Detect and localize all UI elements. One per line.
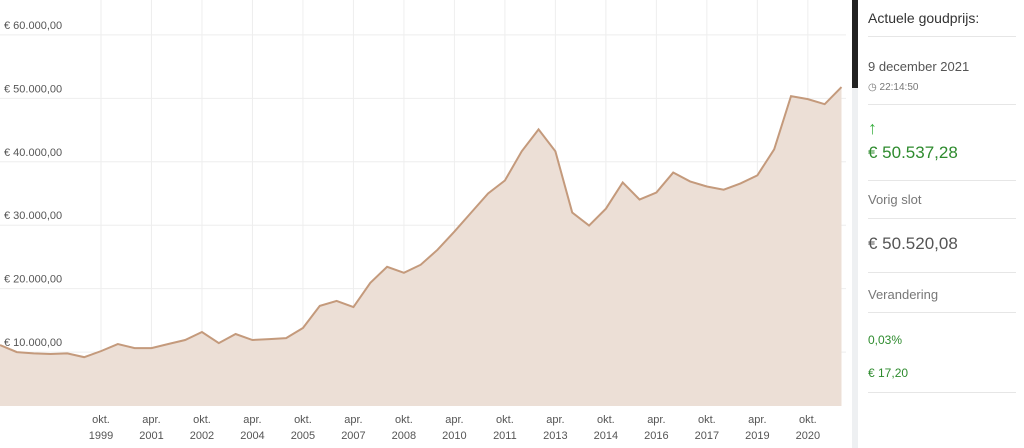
x-tick-label: apr. bbox=[142, 414, 160, 426]
x-axis-band bbox=[0, 406, 846, 448]
x-tick-label: 2020 bbox=[796, 430, 820, 442]
price-line bbox=[0, 86, 843, 359]
x-tick-label: 2016 bbox=[644, 430, 668, 442]
panel-title: Actuele goudprijs: bbox=[868, 10, 980, 26]
x-tick-label: 2004 bbox=[240, 430, 264, 442]
x-tick-label: 2008 bbox=[392, 430, 416, 442]
x-tick-label: okt. bbox=[698, 414, 716, 426]
x-tick-label: 2010 bbox=[442, 430, 466, 442]
x-tick-label: 2011 bbox=[493, 430, 517, 442]
separator bbox=[868, 104, 1016, 105]
time-row: ◷ 22:14:50 bbox=[868, 82, 1016, 93]
price: € 50.537,28 bbox=[868, 143, 958, 162]
separator bbox=[868, 392, 1016, 393]
separator bbox=[868, 36, 1016, 37]
x-tick-label: okt. bbox=[597, 414, 615, 426]
x-tick-label: apr. bbox=[344, 414, 362, 426]
x-tick-label: 2019 bbox=[745, 430, 769, 442]
x-tick-label: 2014 bbox=[594, 430, 618, 442]
price-panel: Actuele goudprijs: 9 december 2021 ◷ 22:… bbox=[852, 0, 1024, 448]
dark-edge bbox=[852, 0, 858, 88]
x-tick-label: apr. bbox=[546, 414, 564, 426]
clock-icon: ◷ bbox=[868, 82, 880, 93]
x-tick-label: apr. bbox=[647, 414, 665, 426]
x-tick-label: okt. bbox=[92, 414, 110, 426]
x-tick-label: 2007 bbox=[341, 430, 365, 442]
y-tick-label: € 20.000,00 bbox=[4, 274, 62, 286]
x-tick-label: 2005 bbox=[291, 430, 315, 442]
x-tick-label: 1999 bbox=[89, 430, 113, 442]
x-tick-label: apr. bbox=[748, 414, 766, 426]
time: 22:14:50 bbox=[879, 82, 919, 93]
x-tick-label: 2001 bbox=[139, 430, 163, 442]
x-tick-label: okt. bbox=[193, 414, 211, 426]
previous-price: € 50.520,08 bbox=[868, 234, 958, 253]
x-tick-label: 2017 bbox=[695, 430, 719, 442]
x-tick-label: 2013 bbox=[543, 430, 567, 442]
y-tick-label: € 50.000,00 bbox=[4, 83, 62, 95]
separator bbox=[868, 312, 1016, 313]
area-fill bbox=[0, 87, 842, 406]
x-tick-label: okt. bbox=[799, 414, 817, 426]
y-tick-label: € 60.000,00 bbox=[4, 20, 62, 32]
previous-label: Vorig slot bbox=[868, 192, 922, 207]
change-percent: 0,03% bbox=[868, 333, 903, 347]
date: 9 december 2021 bbox=[868, 59, 970, 74]
x-tick-label: 2002 bbox=[190, 430, 214, 442]
separator bbox=[868, 180, 1016, 181]
x-tick-label: apr. bbox=[243, 414, 261, 426]
y-tick-label: € 10.000,00 bbox=[4, 337, 62, 349]
separator bbox=[868, 218, 1016, 219]
x-tick-label: okt. bbox=[395, 414, 413, 426]
up-arrow: ↑ bbox=[868, 118, 877, 138]
x-tick-label: okt. bbox=[496, 414, 514, 426]
change-amount: € 17,20 bbox=[868, 366, 909, 380]
separator bbox=[868, 272, 1016, 273]
change-label: Verandering bbox=[868, 287, 939, 302]
x-tick-label: apr. bbox=[445, 414, 463, 426]
y-tick-label: € 30.000,00 bbox=[4, 210, 62, 222]
chart: € 10.000,00 € 20.000,00 € 30.000,00 € 40.00… bbox=[0, 0, 846, 448]
x-tick-label: okt. bbox=[294, 414, 312, 426]
y-tick-label: € 40.000,00 bbox=[4, 147, 62, 159]
